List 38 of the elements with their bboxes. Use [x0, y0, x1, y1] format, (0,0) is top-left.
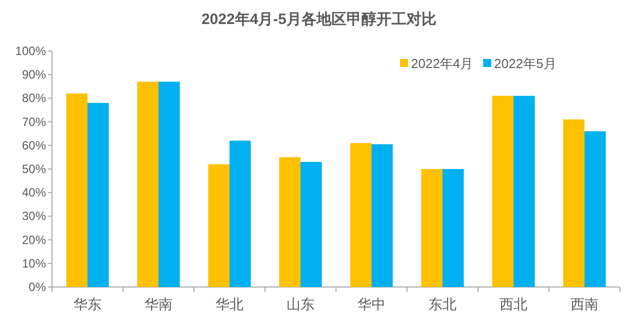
bar	[230, 140, 251, 287]
x-tick-label: 山东	[286, 296, 314, 312]
x-tick-label: 东北	[428, 296, 456, 312]
bar	[158, 82, 180, 287]
bar	[350, 143, 372, 287]
bar	[563, 119, 584, 287]
bar	[300, 162, 322, 287]
x-tick-label: 华中	[358, 296, 386, 312]
y-tick-label: 50%	[22, 162, 46, 176]
y-tick-label: 40%	[22, 186, 46, 200]
x-tick-label: 西南	[570, 296, 598, 312]
chart-title: 2022年4月-5月各地区甲醇开工对比	[201, 11, 437, 28]
y-tick-label: 90%	[22, 68, 46, 82]
y-tick-label: 60%	[22, 138, 46, 152]
x-tick-label: 华南	[144, 296, 172, 312]
y-tick-label: 70%	[22, 114, 46, 129]
bar	[279, 157, 300, 287]
x-tick-label: 华北	[216, 296, 244, 312]
bar	[137, 82, 158, 287]
y-tick-label: 30%	[22, 209, 46, 224]
bar	[208, 164, 230, 287]
bar	[421, 169, 442, 287]
y-tick-label: 10%	[22, 256, 46, 270]
y-tick-label: 100%	[15, 44, 46, 58]
y-tick-label: 0%	[28, 280, 46, 294]
bar	[492, 96, 514, 287]
x-tick-label: 西北	[500, 296, 528, 312]
y-tick-label: 80%	[22, 91, 46, 106]
x-tick-label: 华东	[74, 296, 102, 312]
bar	[442, 169, 464, 287]
y-tick-label: 20%	[22, 232, 46, 247]
bar	[584, 131, 606, 287]
bar	[66, 93, 88, 287]
bar	[514, 96, 535, 287]
bar	[88, 102, 109, 287]
legend-label: 2022年5月	[494, 56, 556, 71]
bar	[372, 144, 393, 287]
legend-label: 2022年4月	[411, 56, 474, 71]
